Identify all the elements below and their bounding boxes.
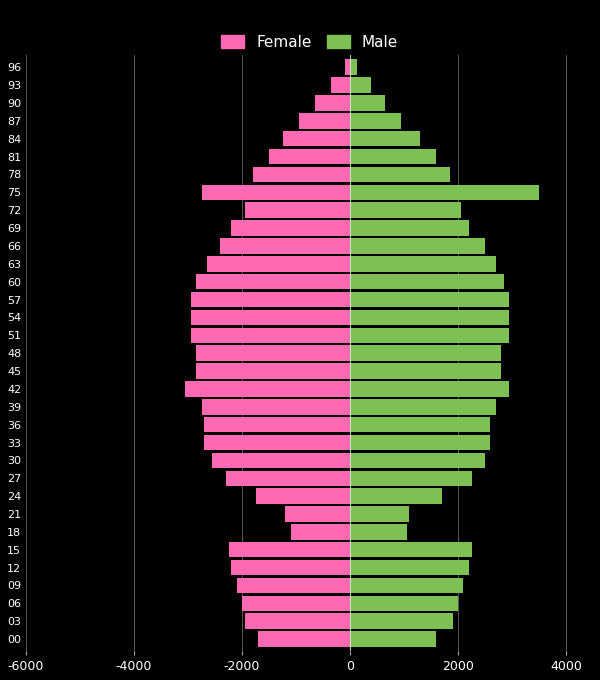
Bar (236, 578, 350, 593)
Bar (350, 471, 472, 486)
Bar (245, 203, 350, 218)
Bar (269, 149, 350, 165)
Bar (220, 238, 350, 254)
Bar (196, 345, 350, 361)
Bar (196, 363, 350, 379)
Bar (344, 59, 350, 75)
Bar (350, 274, 504, 290)
Bar (350, 596, 458, 611)
Bar (207, 256, 350, 271)
Bar (350, 167, 450, 182)
Bar (350, 149, 436, 165)
Bar (350, 507, 409, 522)
Bar (350, 399, 496, 415)
Bar (350, 417, 490, 432)
Bar (331, 78, 350, 93)
Bar (253, 167, 350, 182)
Bar (350, 59, 357, 75)
Bar (245, 613, 350, 629)
Bar (350, 381, 509, 396)
Bar (350, 435, 490, 450)
Bar (196, 274, 350, 290)
Bar (256, 488, 350, 504)
Bar (191, 309, 350, 325)
Bar (350, 203, 461, 218)
Bar (226, 471, 350, 486)
Bar (350, 113, 401, 129)
Bar (285, 507, 350, 522)
Legend: Female, Male: Female, Male (217, 30, 403, 54)
Bar (229, 542, 350, 558)
Bar (204, 435, 350, 450)
Bar (299, 113, 350, 129)
Bar (350, 131, 420, 146)
Bar (350, 95, 385, 111)
Bar (350, 345, 501, 361)
Bar (204, 417, 350, 432)
Bar (350, 184, 539, 200)
Bar (350, 613, 452, 629)
Bar (350, 560, 469, 575)
Bar (350, 220, 469, 236)
Bar (231, 560, 350, 575)
Bar (242, 596, 350, 611)
Bar (350, 542, 472, 558)
Bar (191, 292, 350, 307)
Bar (185, 381, 350, 396)
Bar (191, 328, 350, 343)
Bar (350, 524, 407, 540)
Bar (350, 292, 509, 307)
Bar (350, 238, 485, 254)
Bar (258, 631, 350, 647)
Bar (350, 309, 509, 325)
Bar (350, 363, 501, 379)
Bar (350, 328, 509, 343)
Bar (350, 256, 496, 271)
Bar (350, 453, 485, 468)
Bar (231, 220, 350, 236)
Bar (202, 184, 350, 200)
Bar (202, 399, 350, 415)
Bar (290, 524, 350, 540)
Bar (350, 78, 371, 93)
Bar (315, 95, 350, 111)
Bar (212, 453, 350, 468)
Bar (283, 131, 350, 146)
Bar (350, 578, 463, 593)
Bar (350, 631, 436, 647)
Bar (350, 488, 442, 504)
